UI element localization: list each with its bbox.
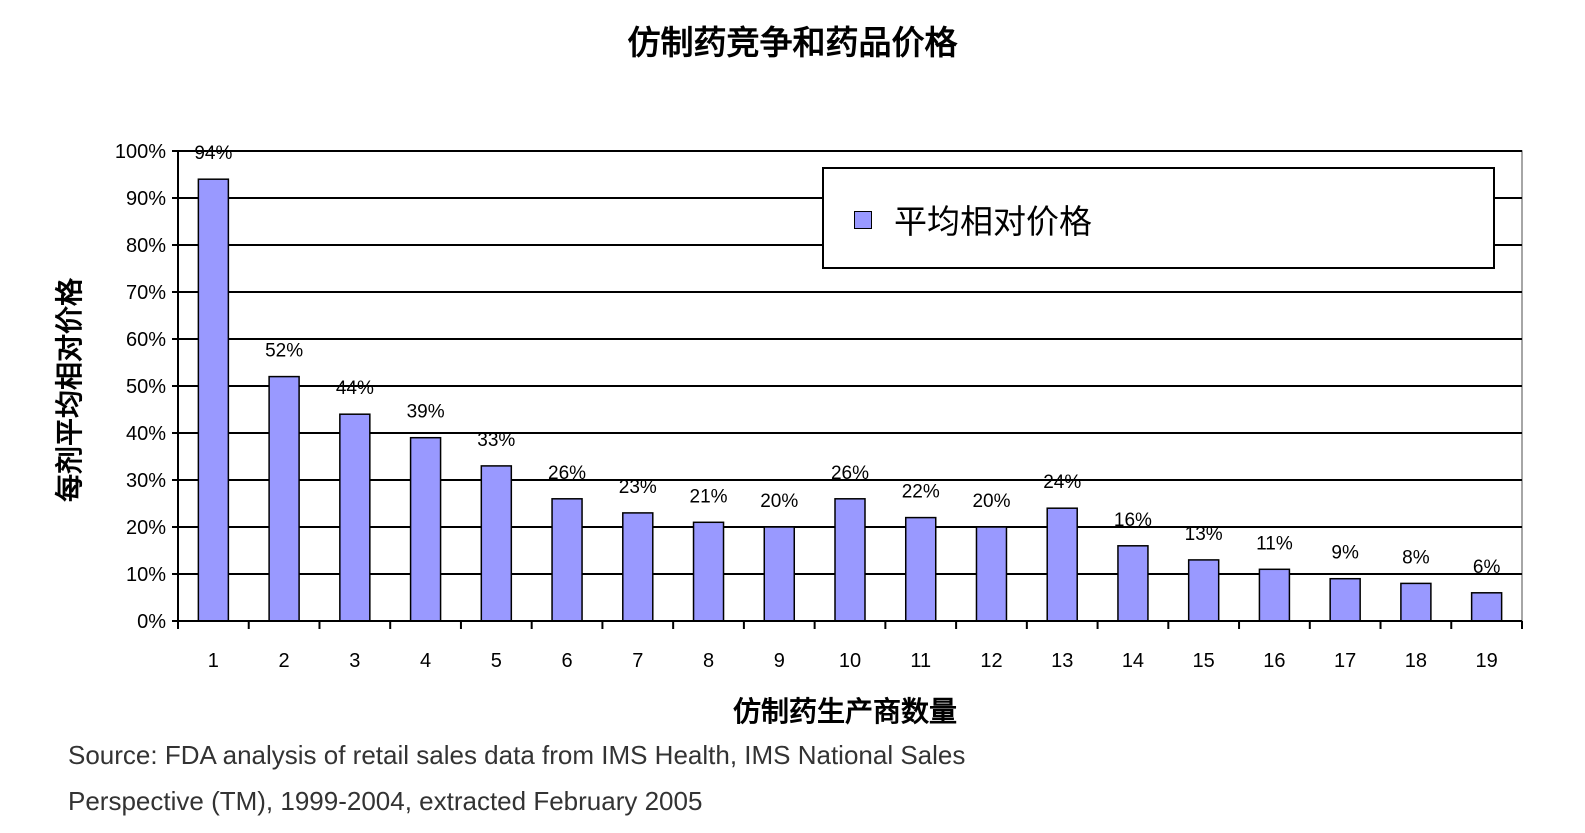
bar [339,413,371,622]
bar [1258,568,1291,622]
chart-title: 仿制药竞争和药品价格 [627,23,958,62]
x-tick-label: 13 [1051,650,1073,672]
data-label: 16% [1114,510,1152,531]
y-tick-label: 50% [126,376,166,398]
data-label: 44% [336,378,374,399]
x-tick-label: 7 [632,650,643,672]
bar [975,526,1008,622]
legend-label: 平均相对价格 [894,202,1092,241]
data-label: 8% [1402,547,1430,568]
source-note-line-2: Perspective (TM), 1999-2004, extracted F… [68,786,703,816]
x-tick-label: 5 [491,650,502,672]
y-tick-label: 20% [126,517,166,539]
data-label: 21% [690,486,728,507]
x-tick-label: 17 [1334,650,1356,672]
bar [268,375,300,622]
x-tick-label: 12 [980,650,1002,672]
data-label: 6% [1473,557,1501,578]
axes: 0%10%20%30%40%50%60%70%80%90%100%1 2 3 4 5 6 7… [115,141,1523,672]
bar [622,512,654,622]
source-note-line-1: Source: FDA analysis of retail sales dat… [68,740,966,770]
data-label: 26% [831,463,869,484]
data-label: 9% [1331,543,1359,564]
x-tick-label: 4 [420,650,431,672]
bar [834,498,866,622]
x-tick-label: 18 [1405,650,1427,672]
bar [1117,545,1149,622]
x-tick-label: 8 [703,650,714,672]
x-tick-label: 19 [1476,650,1498,672]
data-labels: 94% 52% 44% 39% 33% 26% 23% 21% 20% 26% 22% 20% 24% 1… [194,143,1500,578]
x-tick-label: 1 [208,650,219,672]
y-tick-label: 90% [126,188,166,210]
y-tick-label: 70% [126,282,166,304]
legend-swatch [854,211,872,229]
y-axis-title: 每剂平均相对价格 [53,277,86,503]
bar [197,178,230,622]
x-tick-label: 6 [561,650,572,672]
bar [904,516,937,622]
y-tick-label: 0% [137,611,166,633]
x-tick-label: 11 [910,650,931,672]
bar [551,498,583,622]
data-label: 94% [194,143,232,164]
bar [1470,592,1503,622]
y-tick-label: 60% [126,329,166,351]
x-tick-label: 14 [1122,650,1144,672]
data-label: 24% [1043,472,1081,493]
legend: 平均相对价格 [822,167,1495,269]
data-label: 11% [1256,533,1293,554]
x-tick-label: 16 [1263,650,1285,672]
data-label: 20% [760,491,798,512]
y-tick-label: 40% [126,423,166,445]
data-label: 22% [902,482,940,503]
data-label: 39% [407,402,445,423]
bar [692,521,725,622]
y-tick-label: 10% [126,564,166,586]
y-tick-label: 80% [126,235,166,257]
data-label: 33% [477,430,515,451]
x-tick-label: 15 [1193,650,1215,672]
y-tick-label: 30% [126,470,166,492]
bar [480,465,513,622]
x-axis-title: 仿制药生产商数量 [732,695,958,728]
bar [409,436,442,622]
bar [763,526,796,622]
data-label: 52% [265,341,303,362]
x-tick-label: 10 [839,650,861,672]
bar [1329,577,1361,622]
data-label: 26% [548,463,586,484]
bar [1187,559,1220,622]
data-label: 23% [619,477,657,498]
data-label: 20% [972,491,1010,512]
bar [1046,507,1078,622]
bar [1400,582,1432,622]
x-tick-label: 9 [774,650,785,672]
x-tick-label: 2 [279,650,290,672]
x-tick-label: 3 [349,650,360,672]
data-label: 13% [1185,524,1223,545]
y-tick-label: 100% [115,141,166,163]
